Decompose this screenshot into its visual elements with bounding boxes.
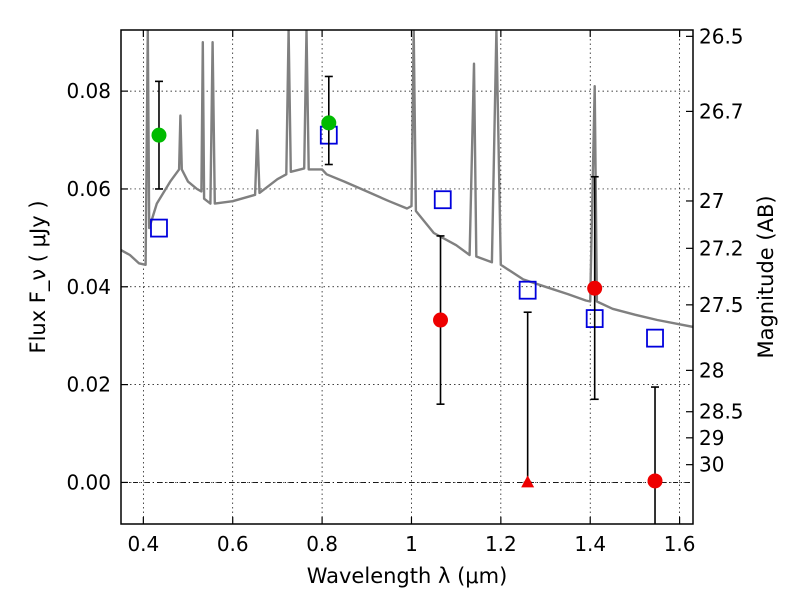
model-square	[518, 280, 537, 300]
x-tick-label: 1.2	[485, 532, 517, 556]
y2-tick-label: 28	[699, 358, 724, 382]
x-tick-label: 1	[405, 532, 418, 556]
plot-area	[121, 30, 693, 524]
y-tick-label: 0.06	[66, 177, 111, 201]
y-tick-label: 0.08	[66, 79, 111, 103]
upper-limit-point	[521, 475, 535, 488]
y-axis-title: Flux F_ν ( μJy )	[26, 200, 51, 353]
y2-tick-label: 27.2	[699, 236, 744, 260]
detection-point	[587, 280, 603, 296]
plot-frame	[120, 29, 694, 525]
detection-point	[433, 312, 449, 328]
y2-tick-label: 28.5	[699, 400, 744, 424]
model-square	[433, 190, 452, 210]
model-square	[150, 218, 168, 238]
axes: 0.4 0.6 0.8 1 1.2 1.4 1.6 0.00 0.02 0.04 0.06 0.08 2…	[66, 24, 743, 556]
y2-tick-label: 30	[699, 453, 724, 477]
x-tick-label: 1.4	[574, 532, 606, 556]
y2-tick-label: 27	[699, 189, 724, 213]
optical-point	[321, 115, 337, 131]
grid	[121, 30, 693, 524]
detection-point	[647, 473, 663, 489]
y-tick-label: 0.02	[66, 373, 111, 397]
model-square	[646, 328, 664, 348]
y2-tick-label: 27.5	[699, 293, 744, 317]
x-tick-label: 1.6	[664, 532, 696, 556]
y2-tick-label: 26.5	[699, 24, 744, 48]
optical-point	[151, 127, 167, 143]
spectrum-line	[121, 30, 693, 329]
y2-tick-label: 29	[699, 426, 724, 450]
y2-axis-title: Magnitude (AB)	[754, 195, 778, 358]
x-axis-title: Wavelength λ (μm)	[307, 564, 508, 588]
x-tick-label: 0.6	[217, 532, 249, 556]
x-tick-label: 0.8	[306, 532, 338, 556]
y-tick-label: 0.04	[66, 275, 111, 299]
x-tick-label: 0.4	[127, 532, 159, 556]
y-tick-label: 0.00	[66, 470, 111, 494]
y2-tick-label: 26.7	[699, 99, 744, 123]
